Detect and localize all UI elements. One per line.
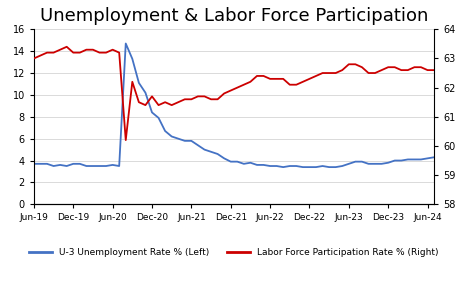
Legend: U-3 Unemployment Rate % (Left), Labor Force Participation Rate % (Right): U-3 Unemployment Rate % (Left), Labor Fo… [26,245,442,261]
Title: Unemployment & Labor Force Participation: Unemployment & Labor Force Participation [40,7,428,25]
